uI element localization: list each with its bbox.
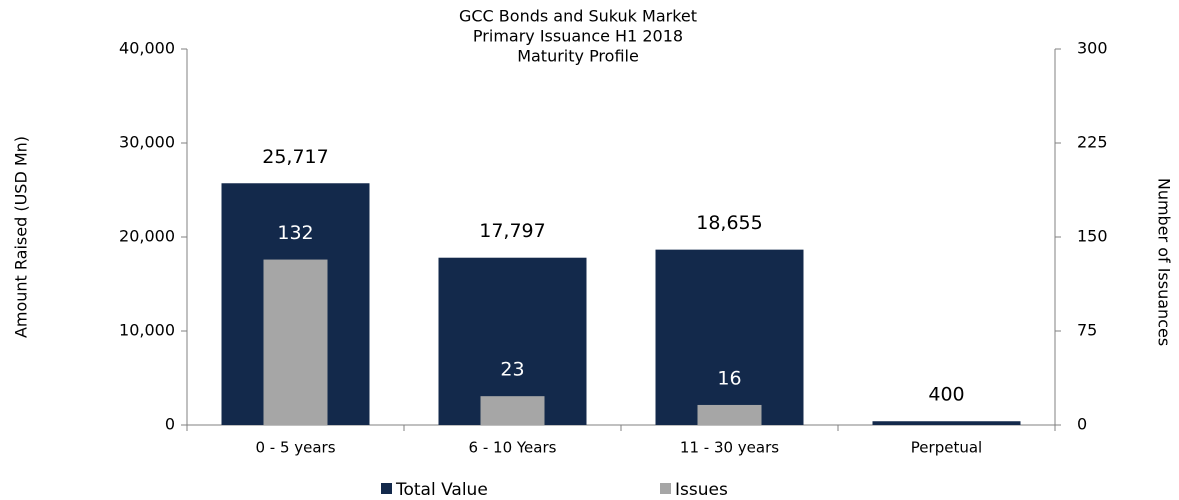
y2-tick-label: 0 <box>1077 415 1087 434</box>
y-tick-label: 20,000 <box>119 227 175 246</box>
y2-tick-label: 225 <box>1077 133 1108 152</box>
data-label: 16 <box>717 367 741 389</box>
x-tick-label: 6 - 10 Years <box>469 439 557 457</box>
data-label: 23 <box>500 359 524 381</box>
legend-swatch <box>660 483 671 494</box>
data-label: 25,717 <box>262 146 328 168</box>
y2-tick-label: 150 <box>1077 227 1108 246</box>
y2-tick-label: 75 <box>1077 321 1097 340</box>
legend-label: Total Value <box>395 480 488 500</box>
chart-title: GCC Bonds and Sukuk Market <box>459 7 697 26</box>
chart-title: Primary Issuance H1 2018 <box>473 27 683 46</box>
data-label: 18,655 <box>696 212 762 234</box>
x-tick-label: 11 - 30 years <box>680 439 779 457</box>
y-tick-label: 10,000 <box>119 321 175 340</box>
legend-swatch <box>381 483 392 494</box>
bar <box>480 396 545 425</box>
legend-label: Issues <box>675 480 728 500</box>
y-tick-label: 40,000 <box>119 39 175 58</box>
bar <box>655 249 804 425</box>
data-label: 400 <box>928 384 964 406</box>
bar <box>872 421 1021 425</box>
bar <box>697 404 762 425</box>
data-label: 132 <box>277 222 313 244</box>
x-tick-label: Perpetual <box>911 439 982 457</box>
y-axis-title: Amount Raised (USD Mn) <box>12 136 31 338</box>
y2-tick-label: 300 <box>1077 39 1108 58</box>
y-tick-label: 30,000 <box>119 133 175 152</box>
bar <box>263 259 328 425</box>
x-tick-label: 0 - 5 years <box>255 439 335 457</box>
y-tick-label: 0 <box>165 415 175 434</box>
chart-title: Maturity Profile <box>517 47 639 66</box>
y2-axis-title: Number of Issuances <box>1155 178 1174 346</box>
data-label: 17,797 <box>479 220 545 242</box>
